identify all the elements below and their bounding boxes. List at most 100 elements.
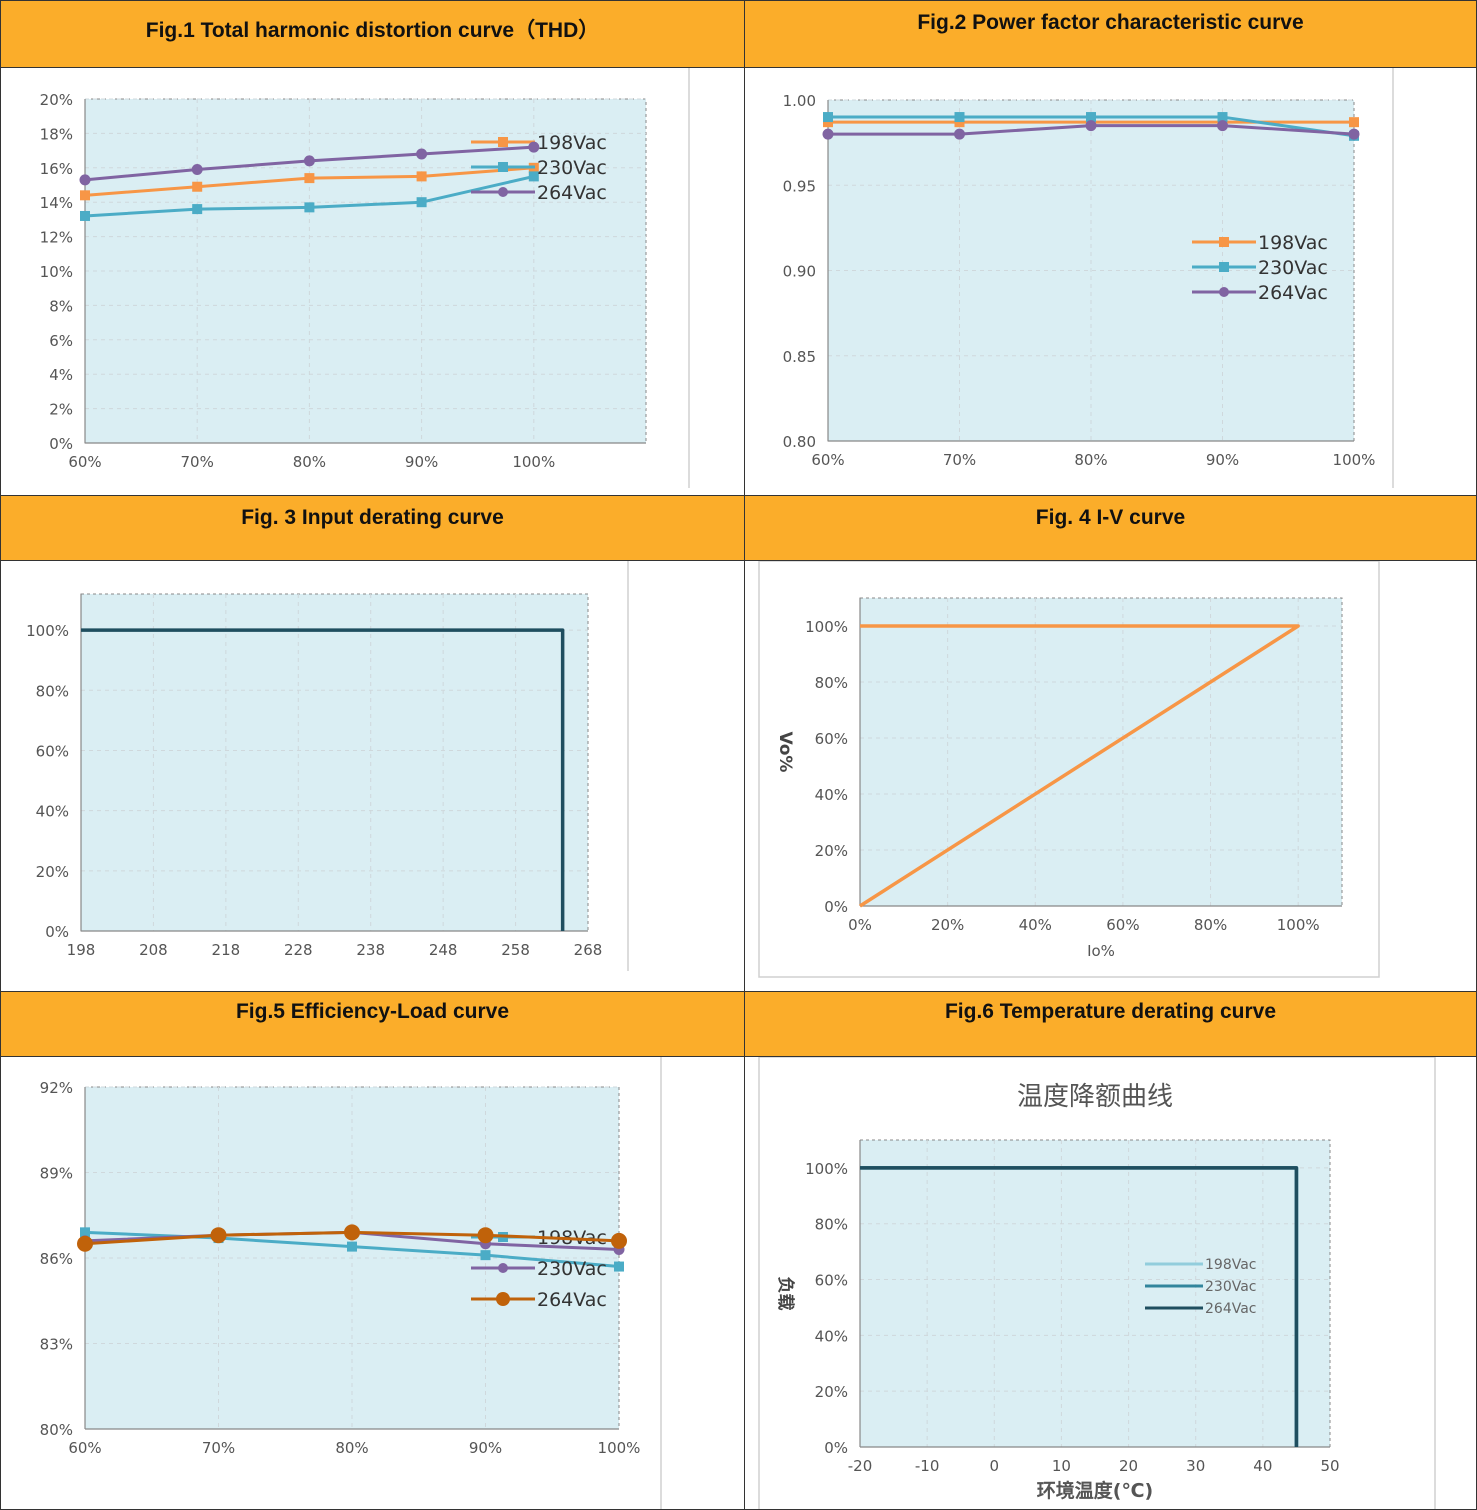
fig3-header: Fig. 3 Input derating curve [0,495,745,561]
legend-marker [1219,237,1229,247]
y-tick-label: 1.00 [783,92,816,110]
y-tick-label: 40% [36,803,69,821]
x-tick-label: 30 [1186,1457,1205,1475]
y-tick-label: 2% [49,401,73,419]
x-tick-label: 100% [1333,451,1376,469]
y-tick-label: 100% [805,1160,848,1178]
y-tick-label: 0% [49,435,73,453]
y-tick-label: 12% [40,229,73,247]
legend-marker [498,137,508,147]
y-tick-label: 16% [40,160,73,178]
y-tick-label: 18% [40,125,73,143]
x-tick-label: 100% [598,1439,641,1457]
x-axis-label: 环境温度(℃) [1037,1479,1153,1502]
y-tick-label: 100% [26,622,69,640]
x-tick-label: 268 [574,941,603,959]
x-tick-label: 60% [68,453,101,471]
x-tick-label: 20% [931,916,964,934]
y-axis-label: Vo% [775,732,795,773]
x-tick-label: 70% [202,1439,235,1457]
y-tick-label: 60% [815,1272,848,1290]
legend-label: 198Vac [1258,232,1328,254]
legend-marker [1219,287,1229,297]
series-line-0 [859,624,1300,908]
fig2-body: 0.80 0.85 0.90 0.95 1.00 60% 70% 80% 90% 100% 198V… [744,67,1477,496]
data-point [528,141,540,153]
y-tick-label: 0.95 [783,177,816,195]
y-tick-label: 20% [36,863,69,881]
x-tick-label: 228 [284,941,313,959]
y-tick-label: 20% [815,842,848,860]
x-tick-label: 248 [429,941,458,959]
fig6-body: 温度降额曲线 0% 20% 40% 60% 80% 100% -20 -10 0 10 20 30 40 5… [744,1056,1477,1510]
x-tick-label: 218 [212,941,241,959]
data-point [303,155,315,167]
x-tick-label: 208 [139,941,168,959]
data-point [80,1227,90,1238]
x-tick-label: 100% [512,453,555,471]
x-tick-label: 100% [1277,916,1320,934]
y-tick-label: 6% [49,332,73,350]
legend-label: 230Vac [537,157,607,179]
y-tick-label: 20% [40,91,73,109]
data-point [79,174,91,186]
legend-marker [1219,262,1229,272]
data-point [304,173,315,184]
data-point [1086,112,1096,123]
data-point [528,171,539,182]
x-tick-label: 0 [990,1457,1000,1475]
x-tick-label: 80% [335,1439,368,1457]
y-tick-label: 80% [36,682,69,700]
fig6-header: Fig.6 Temperature derating curve [744,991,1477,1057]
legend-label: 264Vac [1205,1301,1257,1317]
data-point [416,171,427,182]
data-point [344,1224,360,1241]
x-tick-label: -10 [915,1457,940,1475]
data-point [1217,120,1228,132]
legend-label: 230Vac [537,1258,607,1280]
power-factor-chart: 0.80 0.85 0.90 0.95 1.00 60% 70% 80% 90% 100% 198V… [783,68,1394,488]
input-derating-chart: 0% 20% 40% 60% 80% 100% 198 208 218 228 238 248 258 2… [26,561,629,971]
y-tick-label: 0.90 [783,263,816,281]
x-tick-label: 90% [405,453,438,471]
legend-marker [496,1292,510,1306]
data-point [614,1261,624,1272]
fig1-title: Fig.1 Total harmonic distortion curve（TH… [145,19,600,42]
x-tick-label: 198 [67,941,96,959]
x-tick-label: 50 [1320,1457,1339,1475]
fig3-title: Fig. 3 Input derating curve [241,506,504,529]
y-tick-label: 0% [824,1439,848,1457]
legend-label: 264Vac [537,182,607,204]
series-line-0 [81,628,565,931]
data-point [822,128,834,140]
y-tick-label: 8% [49,297,73,315]
data-point [823,117,833,128]
legend-label: 198Vac [537,132,607,154]
x-tick-label: 60% [68,1439,101,1457]
plot-area [859,1139,1331,1448]
legend-marker [498,187,508,197]
y-tick-label: 83% [40,1336,73,1354]
fig3-body: 0% 20% 40% 60% 80% 100% 198 208 218 228 238 248 258 2… [0,560,745,992]
x-tick-label: 90% [1206,451,1239,469]
x-tick-label: 10 [1052,1457,1071,1475]
fig5-title: Fig.5 Efficiency-Load curve [235,1000,510,1023]
fig4-title: Fig. 4 I-V curve [1035,506,1186,529]
data-point [954,112,965,123]
y-tick-label: 60% [36,742,69,760]
x-tick-label: 60% [1106,916,1139,934]
data-point [191,164,203,176]
data-point [304,202,315,213]
data-point [480,1250,491,1261]
y-tick-label: 14% [40,194,73,212]
y-tick-label: 80% [815,1216,848,1234]
x-tick-label: 70% [181,453,214,471]
y-tick-label: 100% [805,618,848,636]
data-point [1349,117,1359,128]
x-tick-label: 60% [811,451,844,469]
y-tick-label: 40% [815,786,848,804]
x-tick-label: 0% [848,916,872,934]
data-point [192,181,203,192]
y-tick-label: 20% [815,1383,848,1401]
y-tick-label: 0% [824,898,848,916]
